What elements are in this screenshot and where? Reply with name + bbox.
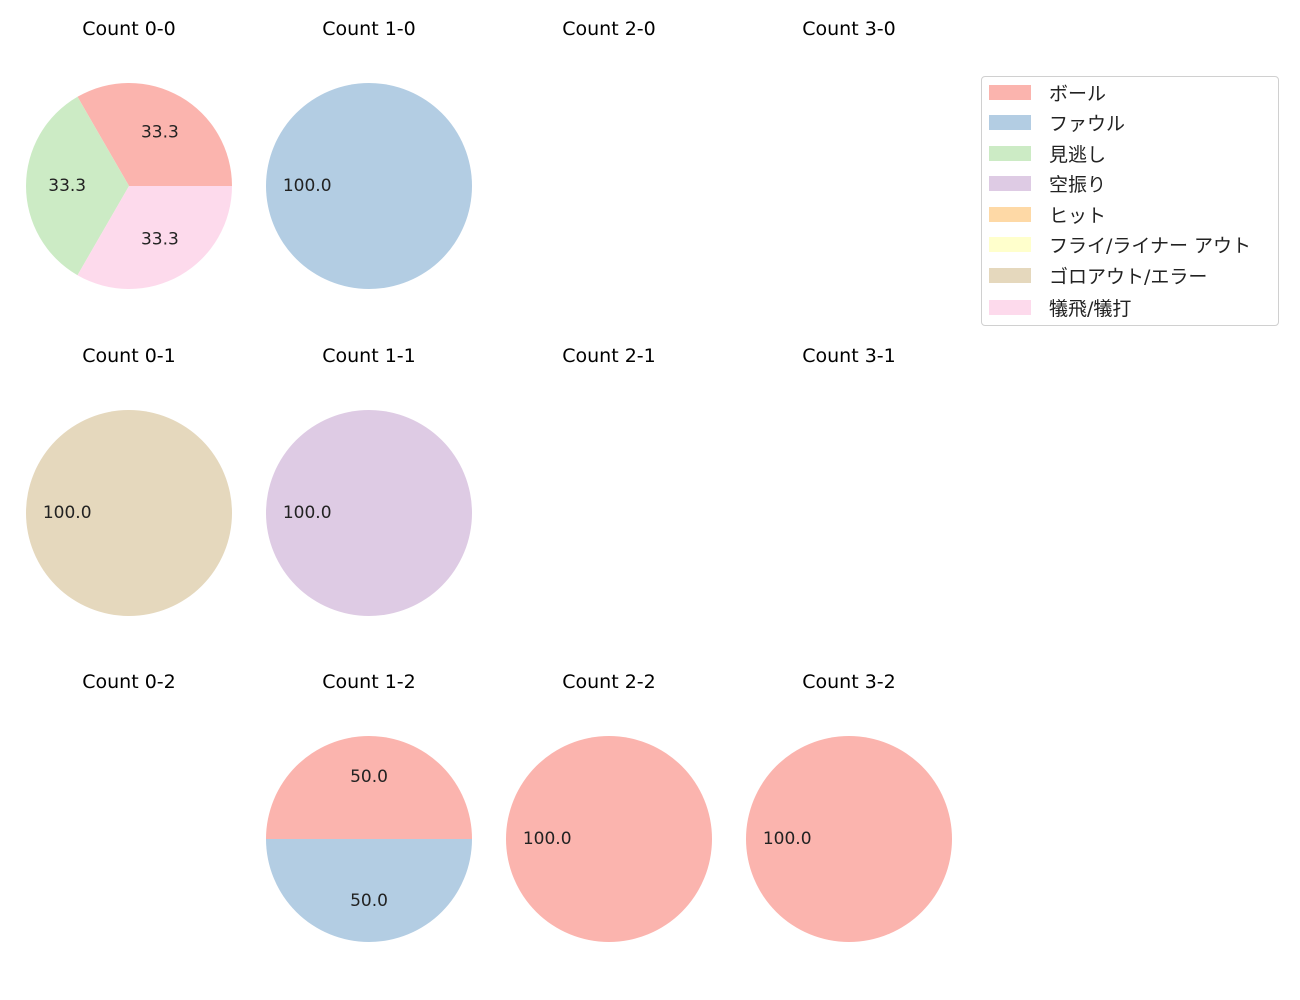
pie-slice-label: 50.0 [350, 767, 388, 787]
legend: ボール ファウル 見逃し 空振り ヒット フライ/ライナー アウト ゴロアウト/… [981, 76, 1279, 326]
pie-slice-label: 100.0 [283, 503, 332, 523]
panel-title: Count 1-2 [322, 671, 416, 693]
pie-slice-label: 100.0 [523, 829, 572, 849]
legend-swatch [989, 299, 1031, 315]
legend-label: 見逃し [1049, 143, 1107, 166]
panel-title: Count 1-0 [322, 18, 416, 40]
panel-title: Count 0-0 [82, 18, 176, 40]
legend-swatch [989, 267, 1031, 283]
pie-slice-label: 100.0 [763, 829, 812, 849]
legend-item: ヒット [989, 204, 1106, 227]
legend-label: フライ/ライナー アウト [1049, 234, 1252, 257]
panel-title: Count 2-2 [562, 671, 656, 693]
pie-slice [266, 83, 472, 289]
legend-swatch [989, 175, 1031, 191]
panel-title: Count 0-2 [82, 671, 176, 693]
panel-title: Count 3-1 [802, 345, 896, 367]
legend-label: 空振り [1049, 173, 1107, 196]
legend-label: ヒット [1049, 204, 1107, 227]
legend-label: 犠飛/犠打 [1049, 297, 1132, 320]
legend-item: 見逃し [989, 143, 1106, 166]
legend-item: ボール [989, 82, 1106, 105]
legend-label: ボール [1049, 82, 1107, 105]
legend-item: フライ/ライナー アウト [989, 234, 1251, 257]
panel-title: Count 2-0 [562, 18, 656, 40]
panel-title: Count 0-1 [82, 345, 176, 367]
legend-item: 空振り [989, 173, 1106, 196]
panel-title: Count 2-1 [562, 345, 656, 367]
legend-label: ファウル [1049, 112, 1126, 135]
pie-slice-label: 33.3 [48, 176, 86, 196]
pie-slice [506, 736, 712, 942]
legend-item: ゴロアウト/エラー [989, 265, 1207, 288]
pie-slice-label: 100.0 [43, 503, 92, 523]
pie-slice [746, 736, 952, 942]
legend-swatch [989, 206, 1031, 222]
pie-slice [26, 410, 232, 616]
pie-slice-label: 100.0 [283, 176, 332, 196]
pie-slice-label: 33.3 [141, 122, 179, 142]
pie-slice [266, 839, 472, 942]
pie-slice-label: 33.3 [141, 230, 179, 250]
panel-title: Count 3-0 [802, 18, 896, 40]
legend-item: 犠飛/犠打 [989, 297, 1131, 320]
legend-swatch [989, 145, 1031, 161]
panel-title: Count 1-1 [322, 345, 416, 367]
pie-slice [266, 410, 472, 616]
panel-title: Count 3-2 [802, 671, 896, 693]
legend-label: ゴロアウト/エラー [1049, 265, 1208, 288]
pie-slice [266, 736, 472, 839]
panel-titles: Count 0-0 Count 1-0 Count 2-0 Count 3-0 … [82, 18, 896, 693]
pie-slice [77, 83, 232, 186]
pie-slices [26, 83, 952, 942]
legend-swatch [989, 236, 1031, 252]
pie-slice-labels: 33.3 33.3 33.3 100.0 100.0 100.0 50.0 50.0 100.0… [43, 122, 812, 910]
pie-slice [77, 186, 232, 289]
legend-swatch [989, 84, 1031, 100]
pie-slice-label: 50.0 [350, 891, 388, 911]
legend-swatch [989, 114, 1031, 130]
legend-item: ファウル [989, 112, 1125, 135]
